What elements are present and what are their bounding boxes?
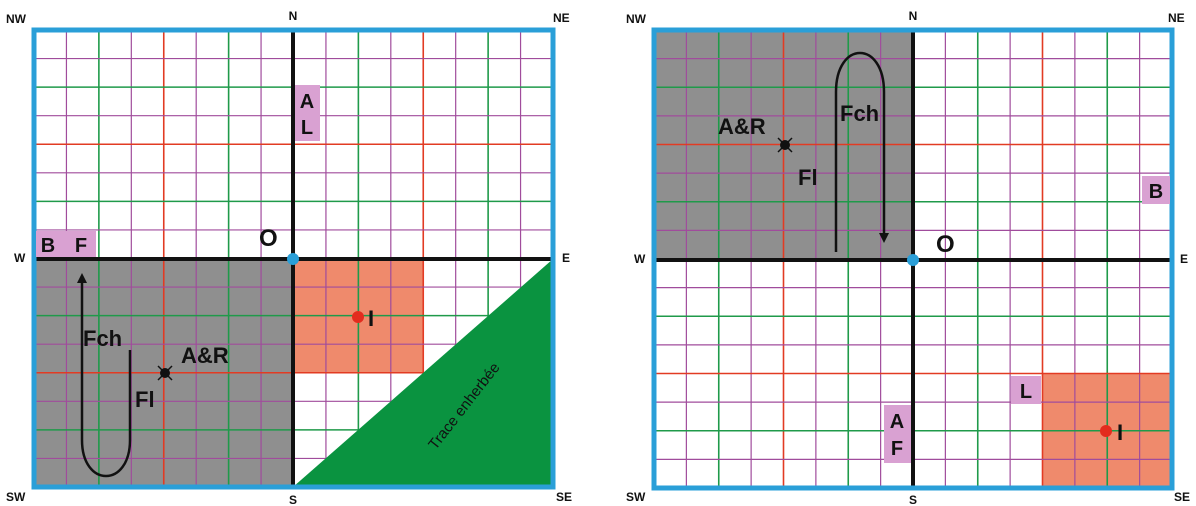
- green-track: [293, 259, 553, 487]
- field-frame: [31, 27, 556, 490]
- direction-e: E: [562, 251, 570, 265]
- fch-path: [834, 51, 889, 252]
- i-label: I: [368, 306, 374, 331]
- i-label: I: [1117, 420, 1123, 445]
- right-field-panel: B L A F Fch Fl A&R I O NW N NE W E SW S …: [626, 9, 1190, 506]
- origin-point: [287, 253, 299, 265]
- fl-label: Fl: [135, 387, 155, 412]
- direction-n: N: [909, 9, 918, 23]
- fch-label: Fch: [83, 326, 122, 351]
- i-point: [1100, 425, 1112, 437]
- direction-s: S: [909, 493, 917, 506]
- direction-sw: SW: [6, 490, 26, 504]
- ar-label: A&R: [181, 343, 229, 368]
- origin-point: [907, 254, 919, 266]
- direction-e: E: [1180, 252, 1188, 266]
- direction-s: S: [289, 493, 297, 506]
- fch-label: Fch: [840, 101, 879, 126]
- fch-path: [77, 273, 132, 478]
- tag-letter: A: [300, 91, 314, 113]
- ar-cross: [777, 137, 793, 153]
- fl-label: Fl: [798, 165, 818, 190]
- direction-ne: NE: [1168, 11, 1185, 25]
- tag-letter: L: [301, 117, 313, 139]
- origin-label: O: [259, 225, 278, 252]
- tag-letter: F: [891, 438, 903, 460]
- tag-letter: B: [41, 235, 55, 257]
- direction-n: N: [289, 9, 298, 23]
- tag-letter: B: [1149, 181, 1163, 203]
- direction-w: W: [634, 252, 646, 266]
- tag-box: [1011, 376, 1041, 404]
- tag-letter: A: [890, 411, 904, 433]
- direction-nw: NW: [6, 12, 27, 26]
- tag-box: [36, 231, 96, 257]
- direction-se: SE: [556, 490, 572, 504]
- tag-box: [1142, 176, 1170, 204]
- left-field-panel: A L B F Fch Fl A&R I O Trace enherbée NW…: [6, 9, 572, 506]
- tag-letter: F: [75, 235, 87, 257]
- i-point: [352, 311, 364, 323]
- direction-ne: NE: [553, 11, 570, 25]
- ar-cross: [157, 365, 173, 381]
- direction-nw: NW: [626, 12, 647, 26]
- direction-w: W: [14, 251, 26, 265]
- ar-label: A&R: [718, 114, 766, 139]
- direction-sw: SW: [626, 490, 646, 504]
- field-frame: [651, 27, 1175, 491]
- origin-label: O: [936, 231, 955, 258]
- direction-se: SE: [1174, 490, 1190, 504]
- tag-letter: L: [1020, 381, 1032, 403]
- tag-box: [295, 85, 320, 141]
- tag-box: [884, 405, 911, 463]
